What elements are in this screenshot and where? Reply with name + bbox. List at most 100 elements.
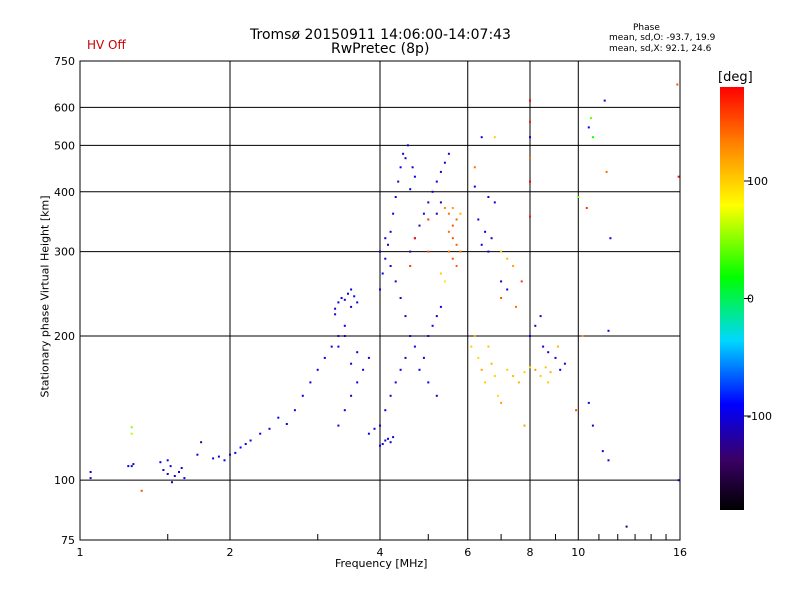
data-point — [293, 409, 296, 412]
chart-subtitle: RwPretec (8p) — [331, 41, 430, 57]
data-point — [473, 335, 476, 337]
x-tick-labels: 1 2 4 6 8 10 16 — [77, 546, 688, 559]
data-point — [493, 136, 496, 139]
data-point — [556, 345, 559, 348]
data-point — [404, 315, 407, 318]
data-point — [447, 250, 450, 253]
data-point — [517, 381, 520, 384]
data-point — [591, 136, 594, 139]
data-point — [285, 423, 288, 425]
data-point — [394, 196, 397, 198]
data-point — [500, 401, 503, 404]
y-tick-labels: 75 100 200 300 400 500 600 750 — [54, 55, 75, 547]
data-point — [409, 250, 412, 253]
data-point — [389, 230, 392, 233]
data-point — [529, 136, 531, 139]
data-point — [603, 99, 606, 102]
data-point — [418, 224, 421, 227]
data-point — [379, 288, 381, 291]
data-point — [497, 394, 499, 397]
data-point — [350, 362, 353, 365]
data-point — [439, 305, 442, 308]
data-point — [406, 144, 409, 147]
y-tick-label: 75 — [61, 534, 75, 547]
data-point — [439, 170, 442, 173]
data-point — [89, 471, 92, 473]
data-point — [384, 409, 387, 412]
data-point — [435, 315, 438, 318]
data-point — [529, 180, 531, 183]
data-point — [356, 351, 359, 354]
data-point — [523, 371, 526, 374]
data-point — [399, 297, 402, 299]
x-tick-label: 8 — [527, 546, 534, 559]
data-point — [89, 477, 92, 480]
data-point — [451, 257, 454, 260]
data-point — [529, 335, 531, 337]
data-point — [605, 170, 608, 173]
data-point — [353, 295, 356, 298]
data-point — [549, 371, 552, 374]
data-point — [544, 366, 547, 369]
data-point — [389, 265, 392, 267]
data-point — [330, 345, 333, 348]
y-tick-label: 300 — [54, 246, 75, 259]
data-point — [470, 345, 473, 348]
colorbar — [720, 87, 744, 510]
data-point — [367, 432, 370, 435]
data-point — [343, 409, 346, 412]
data-point — [451, 224, 454, 227]
x-tick-label: 10 — [571, 546, 585, 559]
data-point — [323, 356, 326, 359]
data-point — [487, 345, 490, 348]
colorbar-unit: [deg] — [718, 70, 753, 85]
data-point — [356, 381, 359, 384]
data-point — [581, 335, 584, 337]
data-point — [455, 243, 458, 246]
data-point — [529, 157, 531, 160]
data-point — [162, 469, 165, 471]
data-point — [217, 455, 220, 458]
data-point — [171, 481, 173, 484]
data-point — [387, 437, 389, 440]
data-point — [381, 443, 384, 445]
data-point — [384, 439, 387, 442]
data-point — [587, 401, 590, 404]
data-point — [301, 394, 304, 397]
data-point — [447, 212, 450, 215]
data-point — [529, 366, 531, 369]
data-points — [89, 83, 680, 528]
data-point — [392, 212, 395, 215]
data-point — [577, 196, 580, 198]
data-point — [379, 444, 381, 447]
data-point — [473, 166, 476, 169]
data-point — [473, 185, 476, 188]
data-point — [379, 250, 381, 253]
data-point — [443, 207, 446, 209]
data-point — [451, 237, 454, 240]
data-point — [402, 152, 405, 155]
data-point — [575, 409, 578, 412]
data-point — [132, 463, 135, 466]
grid-lines — [80, 61, 680, 540]
data-point — [404, 157, 407, 160]
x-tick-label: 2 — [227, 546, 234, 559]
data-point — [443, 161, 446, 164]
data-point — [268, 427, 271, 430]
data-point — [399, 368, 402, 371]
colorbar-ticks: 100 0 -100 — [744, 175, 772, 423]
data-point — [484, 381, 487, 384]
data-point — [394, 381, 397, 384]
data-point — [196, 453, 199, 456]
data-point — [477, 356, 480, 359]
x-tick-label: 4 — [377, 546, 384, 559]
data-point — [547, 351, 550, 354]
data-point — [200, 441, 203, 444]
data-point — [677, 175, 680, 178]
data-point — [392, 436, 395, 439]
data-point — [343, 298, 346, 301]
data-point — [529, 99, 531, 102]
data-point — [601, 450, 604, 453]
data-point — [459, 212, 462, 215]
data-point — [677, 479, 680, 482]
